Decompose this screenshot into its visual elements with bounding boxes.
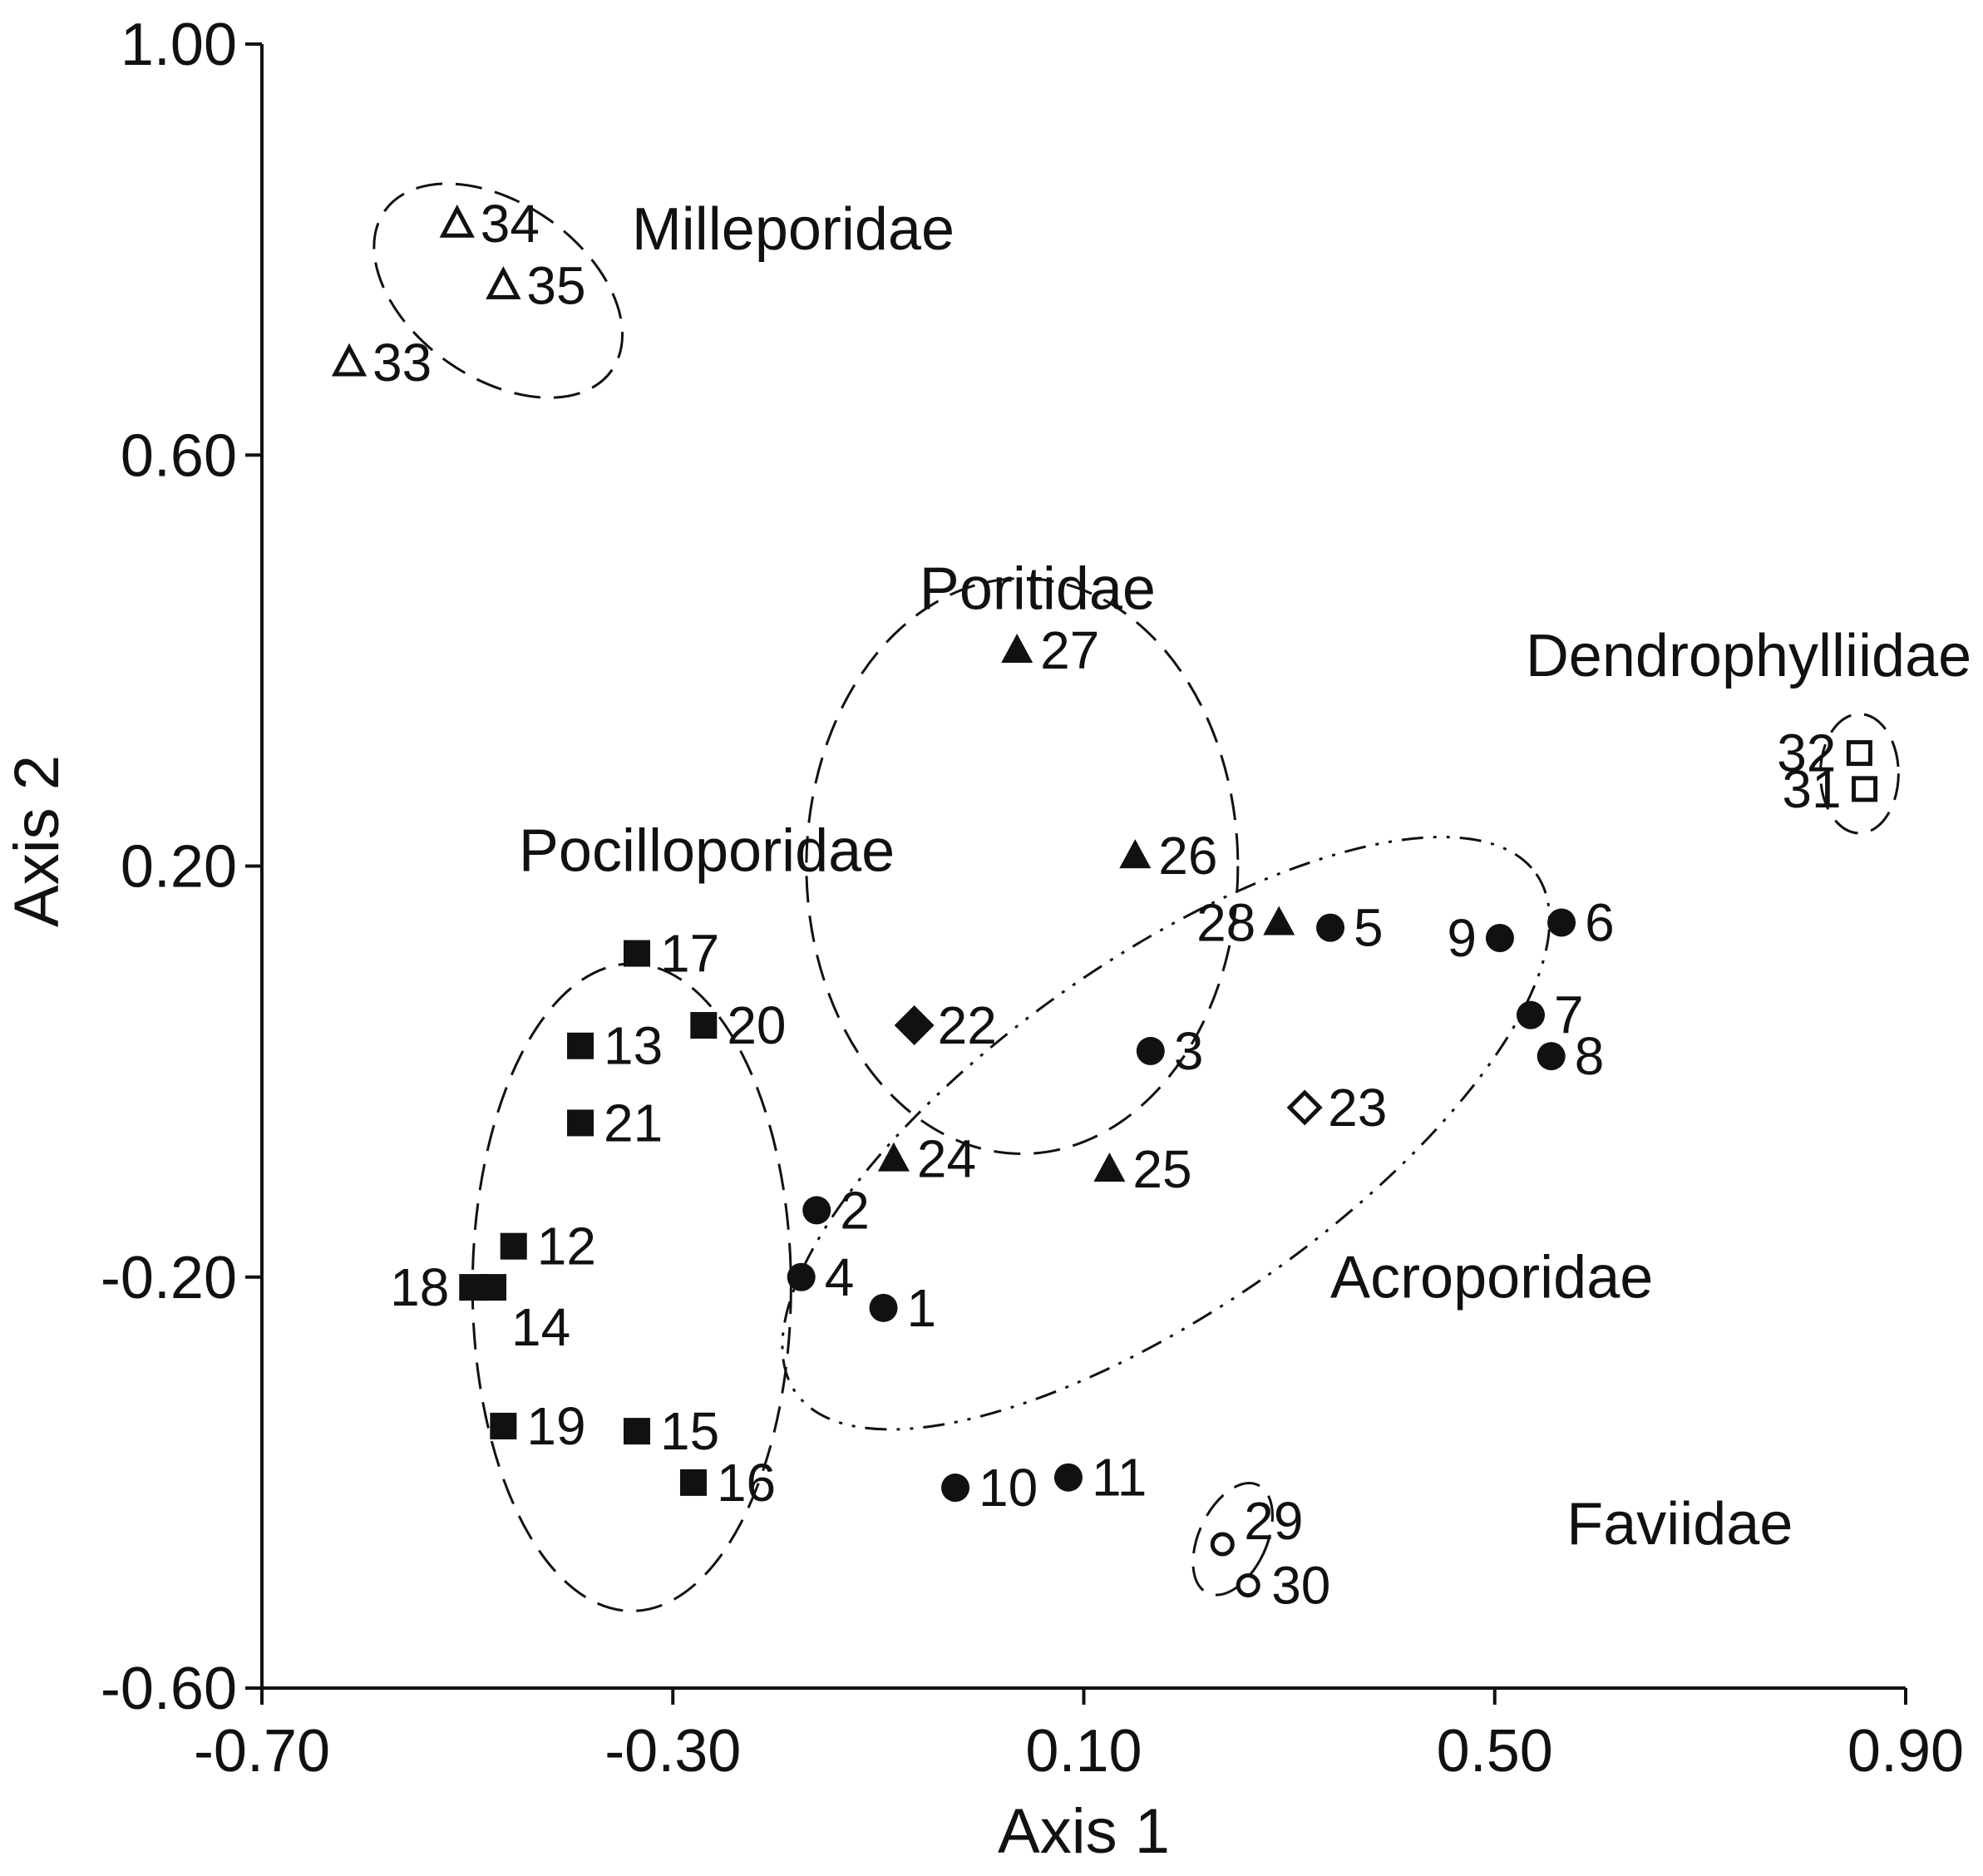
point-label-1: 1 (907, 1278, 937, 1338)
x-tick-label: 0.50 (1437, 1718, 1553, 1785)
point-label-23: 23 (1328, 1078, 1387, 1138)
point-30-marker (1236, 1572, 1260, 1597)
point-19-marker (490, 1412, 517, 1439)
point-label-28: 28 (1196, 892, 1255, 952)
point-label-6: 6 (1585, 892, 1615, 952)
point-label-24: 24 (917, 1129, 976, 1189)
point-label-3: 3 (1174, 1021, 1204, 1081)
point-2-marker (802, 1196, 831, 1225)
group-label-poritidae: Poritidae (920, 556, 1156, 623)
point-1-marker (869, 1293, 898, 1322)
y-tick-label: 1.00 (121, 12, 237, 78)
point-label-20: 20 (727, 995, 786, 1055)
point-22-marker (894, 1005, 935, 1046)
point-28-marker (1263, 906, 1295, 936)
point-label-14: 14 (511, 1297, 570, 1357)
point-11-marker (1053, 1463, 1083, 1492)
point-13-marker (567, 1032, 594, 1059)
y-tick-label: 0.20 (121, 834, 237, 901)
point-label-26: 26 (1158, 826, 1217, 886)
point-8-marker (1537, 1042, 1566, 1071)
ellipse-dendrophylliidae (1818, 713, 1900, 835)
point-label-30: 30 (1271, 1555, 1330, 1615)
point-5-marker (1316, 913, 1345, 942)
x-axis-title: Axis 1 (998, 1796, 1170, 1867)
x-tick-label: -0.70 (194, 1718, 330, 1785)
y-axis-title: Axis 2 (2, 755, 72, 927)
point-label-12: 12 (537, 1217, 596, 1276)
point-label-7: 7 (1554, 985, 1584, 1045)
point-label-31: 31 (1782, 759, 1841, 819)
point-label-5: 5 (1354, 898, 1384, 958)
ellipse-faviidae (1191, 1482, 1274, 1597)
point-label-2: 2 (840, 1180, 870, 1240)
y-tick-label: -0.60 (101, 1656, 237, 1722)
group-labels: Milleporidae Poritidae Dendrophylliidae Poc… (519, 196, 1971, 1558)
point-label-17: 17 (660, 924, 719, 984)
point-34-marker (439, 204, 475, 238)
point-16-marker (679, 1469, 707, 1496)
point-label-9: 9 (1447, 908, 1477, 968)
point-29-marker (1210, 1532, 1235, 1557)
point-35-marker (486, 266, 521, 299)
point-label-10: 10 (979, 1458, 1038, 1518)
point-label-4: 4 (825, 1247, 855, 1307)
ellipse-poritidae (805, 577, 1240, 1155)
point-20-marker (690, 1012, 718, 1039)
point-label-18: 18 (390, 1257, 449, 1317)
x-tick-label: -0.30 (604, 1718, 741, 1785)
point-label-29: 29 (1244, 1491, 1303, 1551)
point-18-marker (459, 1274, 486, 1301)
point-label-11: 11 (1092, 1448, 1147, 1508)
group-label-pocilloporidae: Pocilloporidae (519, 818, 895, 885)
point-label-15: 15 (660, 1401, 719, 1461)
y-tick-label: -0.20 (101, 1245, 237, 1311)
point-15-marker (624, 1418, 651, 1445)
point-12-marker (500, 1232, 527, 1260)
point-6-marker (1547, 908, 1576, 937)
point-9-marker (1485, 923, 1514, 952)
point-label-35: 35 (526, 255, 585, 315)
group-label-acroporidae: Acroporidae (1330, 1244, 1653, 1311)
point-label-19: 19 (526, 1396, 585, 1456)
point-label-33: 33 (372, 333, 432, 392)
point-25-marker (1093, 1153, 1126, 1182)
point-label-16: 16 (717, 1453, 776, 1513)
group-label-milleporidae: Milleporidae (632, 196, 955, 263)
point-4-marker (787, 1262, 816, 1291)
point-label-8: 8 (1575, 1026, 1605, 1086)
ellipse-milleporidae (372, 182, 624, 399)
point-3-marker (1136, 1036, 1165, 1065)
point-label-25: 25 (1132, 1139, 1191, 1199)
point-label-21: 21 (604, 1093, 663, 1153)
point-label-32: 32 (1777, 723, 1836, 783)
x-tick-label: 0.10 (1025, 1718, 1142, 1785)
point-label-13: 13 (604, 1016, 663, 1076)
y-tick-label: 0.60 (121, 422, 237, 489)
point-label-22: 22 (938, 995, 997, 1055)
point-7-marker (1516, 1000, 1545, 1029)
point-31-marker (1852, 776, 1878, 802)
point-label-27: 27 (1040, 620, 1099, 680)
axes: -0.70 -0.30 0.10 0.50 0.90 -0.60 -0.20 0.20 0.60… (101, 12, 1964, 1785)
group-label-dendrophylliidae: Dendrophylliidae (1526, 623, 1971, 689)
point-32-marker (1846, 740, 1872, 767)
point-27-marker (1001, 634, 1033, 664)
point-17-marker (624, 940, 651, 967)
point-10-marker (941, 1474, 970, 1503)
point-24-marker (877, 1142, 910, 1172)
x-tick-label: 0.90 (1847, 1718, 1964, 1785)
point-26-marker (1119, 839, 1152, 869)
point-21-marker (567, 1109, 594, 1137)
group-label-faviidae: Faviidae (1566, 1491, 1793, 1558)
point-33-marker (331, 343, 367, 377)
point-23-marker (1286, 1089, 1323, 1126)
point-label-34: 34 (481, 194, 540, 254)
